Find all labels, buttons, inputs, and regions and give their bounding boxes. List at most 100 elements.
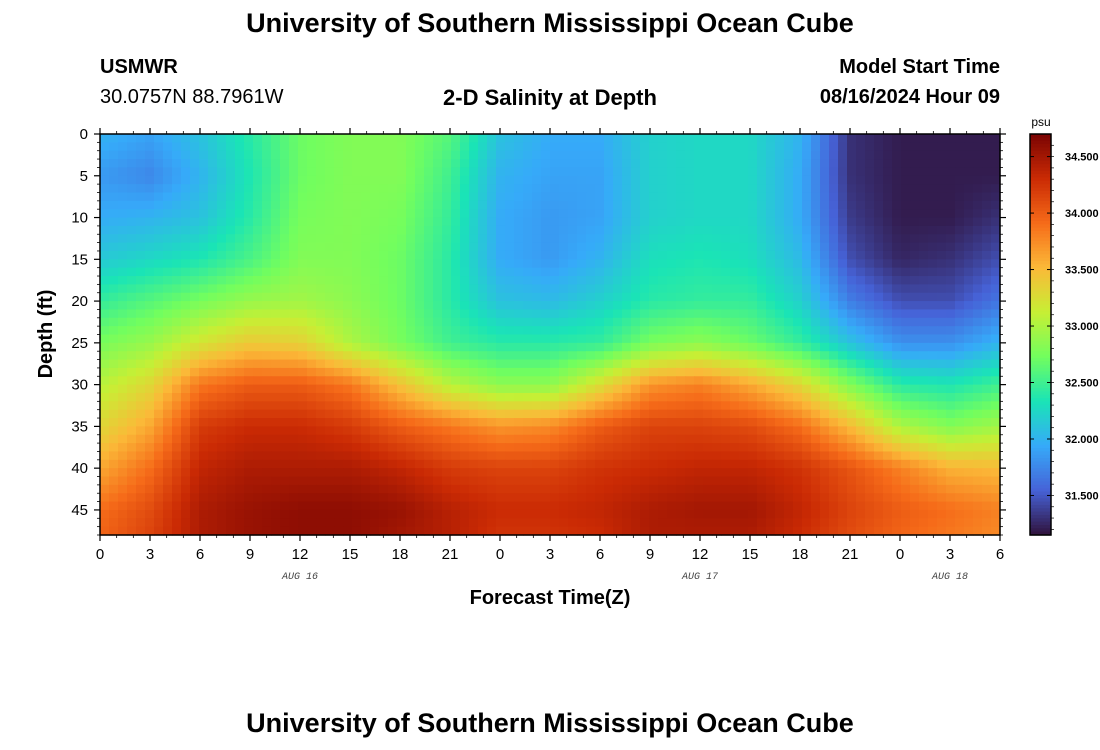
heatmap-cell <box>190 509 200 519</box>
heatmap-cell <box>856 384 866 394</box>
heatmap-cell <box>757 134 767 143</box>
heatmap-cell <box>406 409 416 419</box>
heatmap-cell <box>892 418 902 427</box>
heatmap-cell <box>766 167 776 177</box>
heatmap-cell <box>613 426 623 436</box>
heatmap-cell <box>748 284 758 294</box>
heatmap-cell <box>802 225 812 235</box>
heatmap-cell <box>397 476 407 486</box>
heatmap-cell <box>586 192 596 202</box>
heatmap-cell <box>811 250 821 260</box>
heatmap-cell <box>838 493 848 503</box>
heatmap-cell <box>145 401 155 411</box>
heatmap-cell <box>460 259 470 269</box>
heatmap-cell <box>631 209 641 219</box>
heatmap-cell <box>424 401 434 411</box>
heatmap-cell <box>307 326 317 336</box>
heatmap-cell <box>811 292 821 302</box>
heatmap-cell <box>631 326 641 336</box>
heatmap-cell <box>154 309 164 319</box>
heatmap-cell <box>226 418 236 427</box>
heatmap-cell <box>865 142 875 152</box>
heatmap-cell <box>523 342 533 352</box>
heatmap-cell <box>424 234 434 244</box>
heatmap-cell <box>316 409 326 419</box>
heatmap-cell <box>757 200 767 210</box>
heatmap-cell <box>874 276 884 285</box>
heatmap-cell <box>937 217 947 227</box>
heatmap-cell <box>757 317 767 327</box>
heatmap-cell <box>586 317 596 327</box>
heatmap-cell <box>154 493 164 503</box>
heatmap-cell <box>163 418 173 427</box>
heatmap-cell <box>370 309 380 319</box>
heatmap-cell <box>622 284 632 294</box>
heatmap-cell <box>208 359 218 369</box>
heatmap-cell <box>802 434 812 444</box>
heatmap-cell <box>244 526 254 536</box>
heatmap-cell <box>784 326 794 336</box>
heatmap-cell <box>217 200 227 210</box>
heatmap-cell <box>172 317 182 327</box>
heatmap-cell <box>766 317 776 327</box>
heatmap-cell <box>748 326 758 336</box>
heatmap-cell <box>748 501 758 511</box>
heatmap-cell <box>847 476 857 486</box>
heatmap-cell <box>712 434 722 444</box>
heatmap-cell <box>325 359 335 369</box>
heatmap-cell <box>280 326 290 336</box>
heatmap-cell <box>163 225 173 235</box>
heatmap-cell <box>586 434 596 444</box>
heatmap-cell <box>253 376 263 386</box>
heatmap-cell <box>829 476 839 486</box>
heatmap-cell <box>415 434 425 444</box>
heatmap-cell <box>748 192 758 202</box>
heatmap-cell <box>649 484 659 494</box>
heatmap-cell <box>766 509 776 519</box>
heatmap-cell <box>271 209 281 219</box>
heatmap-cell <box>361 192 371 202</box>
heatmap-cell <box>883 392 893 402</box>
heatmap-cell <box>847 501 857 511</box>
heatmap-cell <box>226 334 236 344</box>
heatmap-cell <box>829 518 839 528</box>
heatmap-cell <box>334 225 344 235</box>
heatmap-cell <box>163 267 173 277</box>
heatmap-cell <box>253 200 263 210</box>
heatmap-cell <box>856 200 866 210</box>
heatmap-cell <box>235 276 245 285</box>
heatmap-cell <box>586 134 596 143</box>
heatmap-cell <box>370 342 380 352</box>
heatmap-cell <box>559 392 569 402</box>
heatmap-cell <box>973 326 983 336</box>
heatmap-cell <box>667 509 677 519</box>
heatmap-cell <box>505 418 515 427</box>
heatmap-cell <box>766 192 776 202</box>
heatmap-cell <box>145 317 155 327</box>
heatmap-cell <box>190 217 200 227</box>
heatmap-cell <box>838 225 848 235</box>
heatmap-cell <box>784 401 794 411</box>
heatmap-cell <box>820 259 830 269</box>
heatmap-cell <box>802 184 812 194</box>
heatmap-cell <box>496 334 506 344</box>
y-tick-label: 5 <box>80 168 88 185</box>
heatmap-cell <box>379 443 389 453</box>
heatmap-cell <box>361 484 371 494</box>
heatmap-cell <box>280 142 290 152</box>
heatmap-cell <box>676 284 686 294</box>
heatmap-cell <box>505 159 515 169</box>
heatmap-cell <box>694 217 704 227</box>
heatmap-cell <box>235 392 245 402</box>
heatmap-cell <box>820 142 830 152</box>
heatmap-cell <box>946 250 956 260</box>
heatmap-cell <box>298 225 308 235</box>
heatmap-cell <box>451 401 461 411</box>
heatmap-cell <box>343 250 353 260</box>
heatmap-cell <box>883 134 893 143</box>
heatmap-cell <box>910 468 920 478</box>
heatmap-cell <box>523 225 533 235</box>
heatmap-cell <box>802 443 812 453</box>
heatmap-cell <box>559 259 569 269</box>
heatmap-cell <box>406 443 416 453</box>
